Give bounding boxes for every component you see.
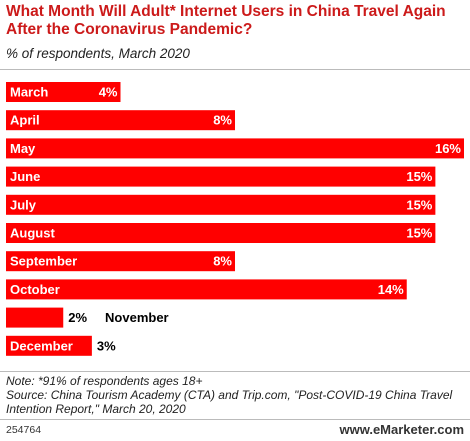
value-label: 15% (406, 226, 432, 241)
bar-march (6, 82, 121, 102)
category-label: September (10, 254, 77, 269)
category-label: May (10, 141, 36, 156)
chart-title: What Month Will Adult* Internet Users in… (6, 3, 446, 38)
value-label: 15% (406, 169, 432, 184)
value-label: 3% (97, 338, 116, 353)
bar-december (6, 335, 92, 356)
value-label: 4% (99, 85, 118, 100)
chart-subtitle: % of respondents, March 2020 (6, 46, 190, 61)
category-label: November (105, 310, 169, 325)
category-label: June (10, 169, 40, 184)
value-label: 8% (213, 254, 232, 269)
bar-may (6, 138, 464, 159)
bar-april (6, 110, 235, 131)
source-line: Source: China Tourism Academy (CTA) and … (6, 388, 453, 416)
category-label: August (10, 226, 55, 241)
source-note: Note: *91% of respondents ages 18+ Sourc… (6, 374, 466, 416)
bar-august (6, 223, 436, 243)
category-label: July (10, 197, 37, 212)
bar-june (6, 166, 436, 187)
category-label: April (10, 113, 40, 128)
brand-link[interactable]: www.eMarketer.com (339, 422, 464, 437)
category-label: March (10, 85, 48, 100)
value-label: 16% (435, 141, 461, 156)
bar-october (6, 279, 407, 300)
value-label: 2% (68, 310, 87, 325)
category-label: October (10, 282, 60, 297)
chart-id: 254764 (6, 424, 42, 436)
value-label: 15% (406, 197, 432, 212)
value-label: 14% (378, 282, 404, 297)
bar-july (6, 194, 436, 215)
bar-chart: March 4% April 8% May 16% June 15% July 15% August… (6, 82, 464, 356)
footer-divider (0, 419, 470, 420)
bar-november (6, 307, 64, 328)
note-line: Note: *91% of respondents ages 18+ (6, 374, 203, 388)
category-label: December (10, 338, 73, 353)
value-label: 8% (213, 113, 232, 128)
bar-september (6, 251, 235, 272)
bottom-divider (0, 371, 470, 372)
top-divider (0, 69, 470, 70)
